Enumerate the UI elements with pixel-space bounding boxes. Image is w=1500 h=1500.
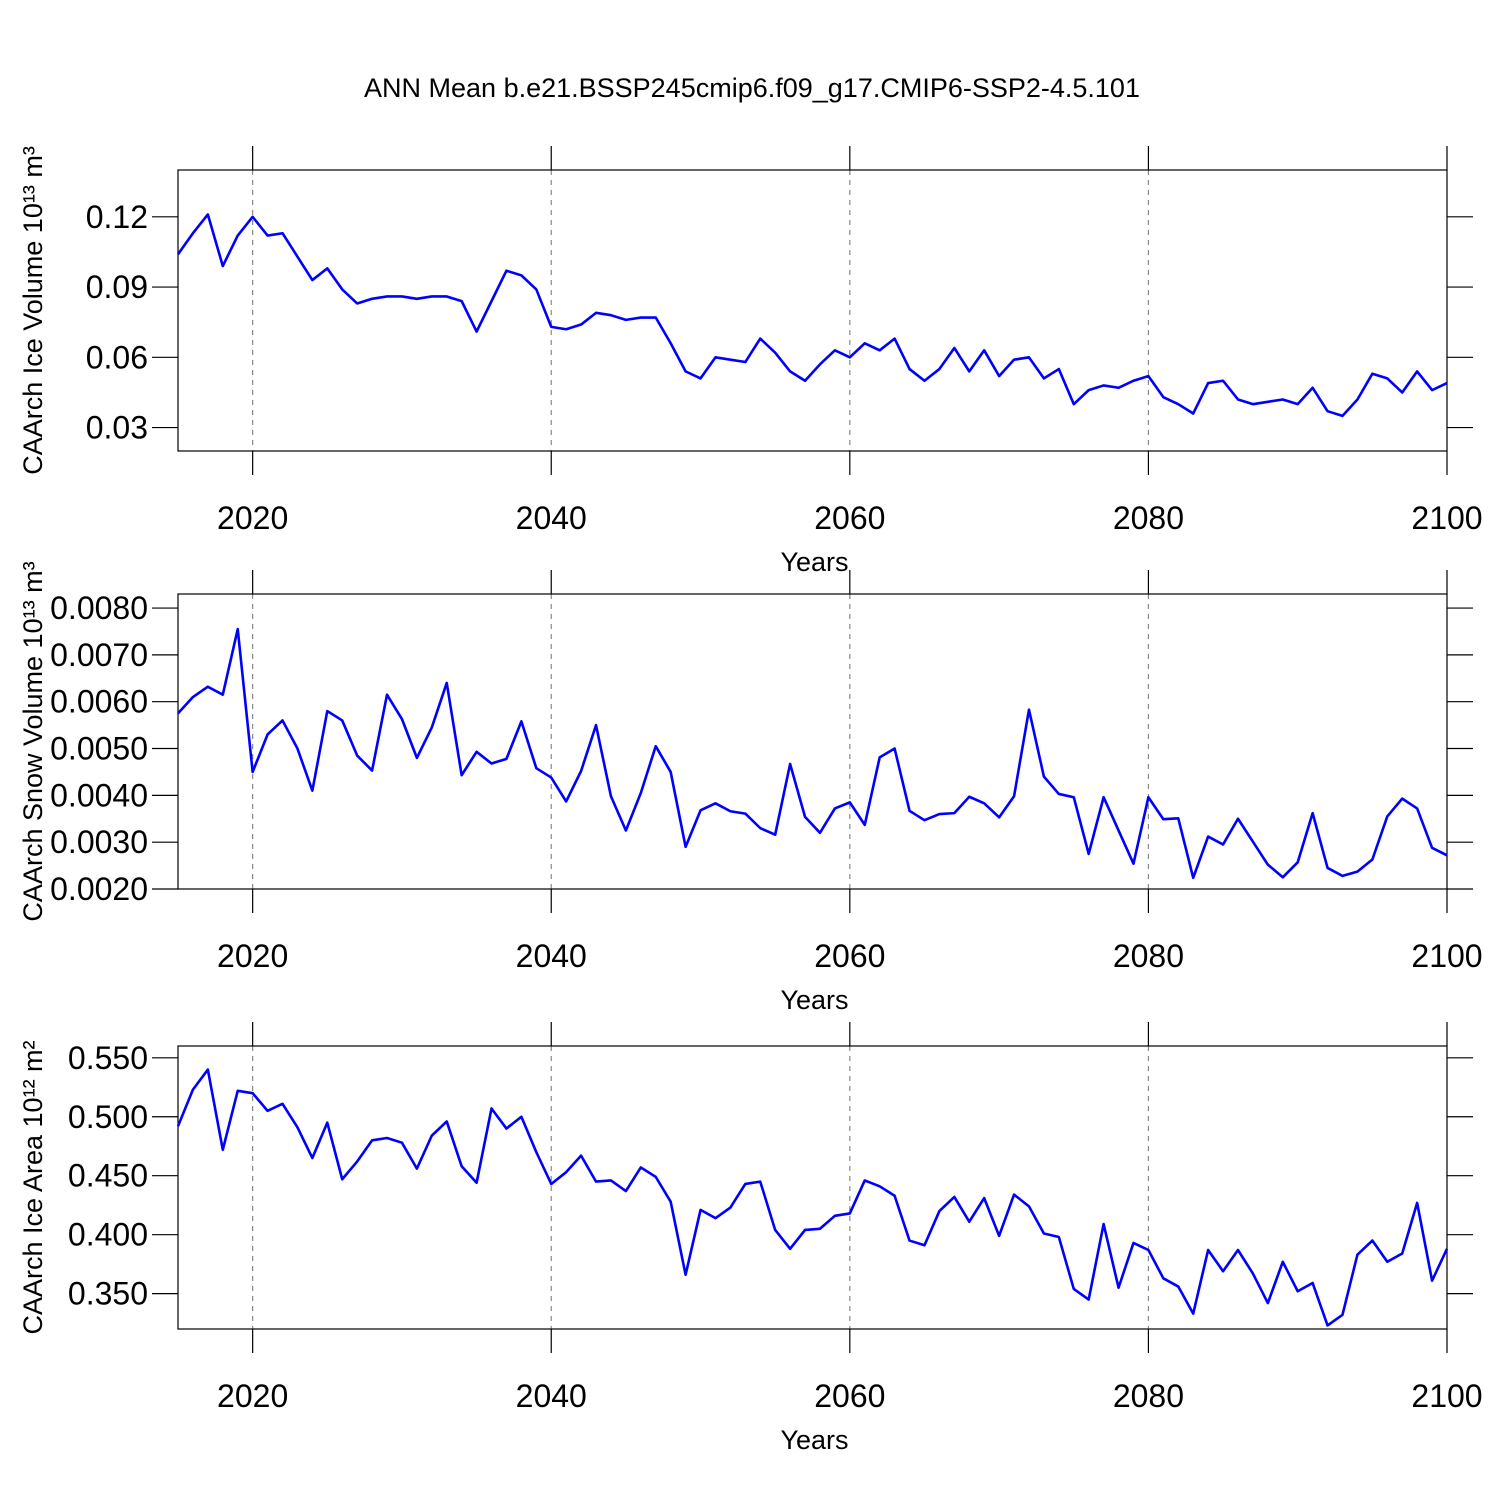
data-line: [177, 627, 1448, 880]
y-tick-label: 0.0040: [50, 777, 148, 813]
x-tick-label: 2060: [814, 500, 885, 536]
plot-frame: [177, 1045, 1448, 1330]
x-tick-label: 2040: [516, 500, 587, 536]
x-axis-label: Years: [780, 547, 848, 577]
x-tick-label: 2100: [1411, 938, 1482, 974]
x-tick-label: 2020: [217, 1378, 288, 1414]
x-tick-label: 2040: [516, 1378, 587, 1414]
x-axis-label: Years: [780, 1425, 848, 1455]
y-tick-label: 0.400: [68, 1217, 148, 1253]
plot-frame: [177, 593, 1448, 890]
y-tick-label: 0.0080: [50, 590, 148, 626]
y-tick-label: 0.03: [86, 410, 148, 446]
y-tick-label: 0.0030: [50, 824, 148, 860]
x-tick-label: 2020: [217, 500, 288, 536]
y-tick-label: 0.09: [86, 269, 148, 305]
chart-title: ANN Mean b.e21.BSSP245cmip6.f09_g17.CMIP…: [364, 73, 1140, 103]
y-axis-label: CAArch Ice Area 10¹² m²: [18, 1040, 48, 1334]
y-tick-label: 0.0060: [50, 684, 148, 720]
x-axis-label: Years: [780, 985, 848, 1015]
plot-frame: [177, 169, 1448, 452]
y-tick-label: 0.12: [86, 199, 148, 235]
y-axis-label: CAArch Ice Volume 10¹³ m³: [18, 146, 48, 475]
y-tick-label: 0.06: [86, 339, 148, 375]
y-tick-label: 0.550: [68, 1040, 148, 1076]
data-line: [176, 213, 1448, 418]
x-tick-label: 2080: [1113, 1378, 1184, 1414]
x-tick-label: 2080: [1113, 938, 1184, 974]
x-tick-label: 2020: [217, 938, 288, 974]
y-tick-label: 0.0070: [50, 637, 148, 673]
y-tick-label: 0.500: [68, 1099, 148, 1135]
y-axis-label: CAArch Snow Volume 10¹³ m³: [18, 561, 48, 921]
x-tick-label: 2100: [1411, 1378, 1482, 1414]
x-tick-label: 2100: [1411, 500, 1482, 536]
y-tick-label: 0.0050: [50, 731, 148, 767]
y-tick-label: 0.0020: [50, 871, 148, 907]
x-tick-label: 2060: [814, 1378, 885, 1414]
x-tick-label: 2080: [1113, 500, 1184, 536]
x-tick-label: 2060: [814, 938, 885, 974]
data-line: [176, 1068, 1449, 1327]
y-tick-label: 0.450: [68, 1158, 148, 1194]
x-tick-label: 2040: [516, 938, 587, 974]
y-tick-label: 0.350: [68, 1276, 148, 1312]
